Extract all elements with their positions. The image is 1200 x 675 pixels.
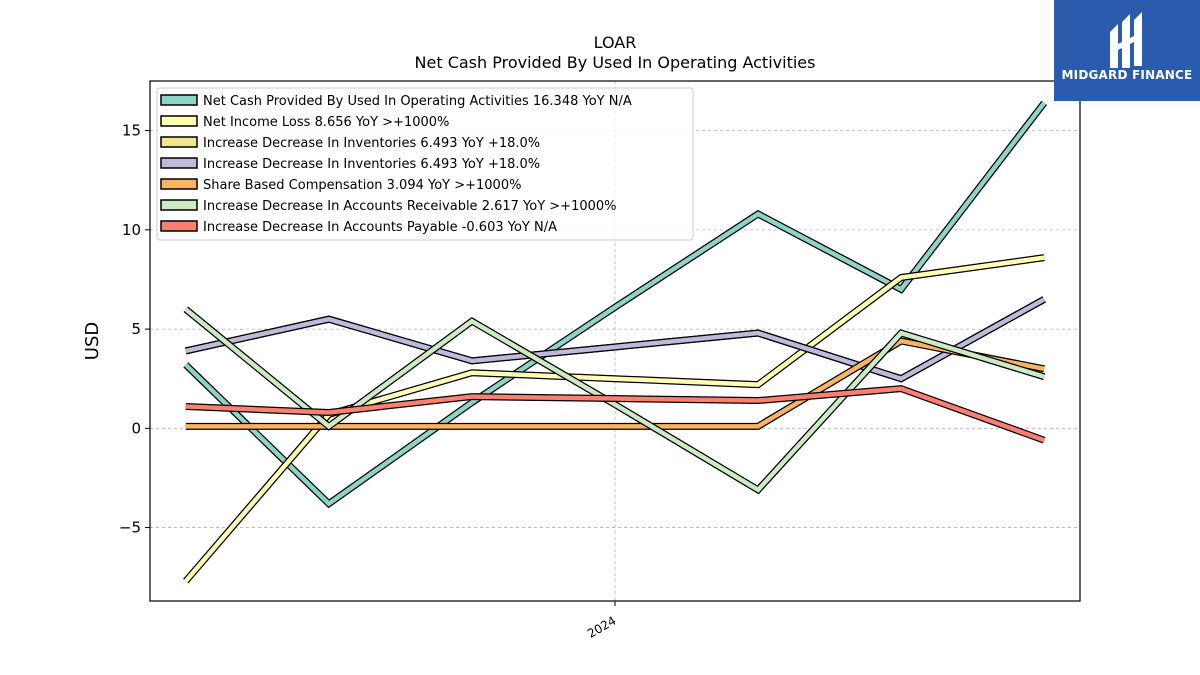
chart-title: LOAR bbox=[594, 33, 637, 52]
series-line-0 bbox=[184, 101, 1047, 507]
legend-label-2: Increase Decrease In Inventories 6.493 Y… bbox=[203, 136, 540, 151]
chart-subtitle: Net Cash Provided By Used In Operating A… bbox=[415, 53, 816, 72]
y-tick-label: 15 bbox=[122, 122, 141, 140]
legend-swatch-0 bbox=[160, 94, 198, 106]
series-line-5 bbox=[184, 307, 1045, 493]
legend-box bbox=[156, 87, 694, 241]
y-axis-label: USD bbox=[82, 322, 103, 360]
series-line-6 bbox=[185, 386, 1045, 443]
brand-name: MIDGARD FINANCE bbox=[1061, 68, 1193, 82]
x-tick-label: 2024 bbox=[585, 613, 618, 640]
brand-logo: MIDGARD FINANCE bbox=[1054, 0, 1200, 101]
plot-frame bbox=[149, 80, 1081, 602]
legend-swatch-1 bbox=[160, 115, 198, 127]
legend-swatch-5 bbox=[160, 199, 198, 211]
legend-swatch-4 bbox=[160, 178, 198, 190]
legend-label-6: Increase Decrease In Accounts Payable -0… bbox=[203, 220, 557, 235]
legend-label-1: Net Income Loss 8.656 YoY >+1000% bbox=[203, 115, 449, 130]
legend-label-5: Increase Decrease In Accounts Receivable… bbox=[203, 199, 617, 214]
y-tick-label: 5 bbox=[131, 320, 141, 338]
series-line-3 bbox=[185, 297, 1046, 382]
legend-swatch-6 bbox=[160, 220, 198, 232]
y-tick-label: −5 bbox=[119, 519, 141, 537]
y-tick-label: 10 bbox=[122, 221, 141, 239]
legend-swatch-2 bbox=[160, 136, 198, 148]
legend-label-4: Share Based Compensation 3.094 YoY >+100… bbox=[203, 178, 521, 193]
y-tick-label: 0 bbox=[131, 419, 141, 437]
legend-label-3: Increase Decrease In Inventories 6.493 Y… bbox=[203, 157, 540, 172]
series-lines bbox=[183, 100, 1048, 584]
midgard-logo-icon bbox=[1110, 12, 1142, 68]
legend: Net Cash Provided By Used In Operating A… bbox=[156, 87, 694, 241]
legend-label-0: Net Cash Provided By Used In Operating A… bbox=[203, 94, 632, 109]
legend-swatch-3 bbox=[160, 157, 198, 169]
axes: −5 0 5 10 15 2024 bbox=[119, 122, 619, 641]
